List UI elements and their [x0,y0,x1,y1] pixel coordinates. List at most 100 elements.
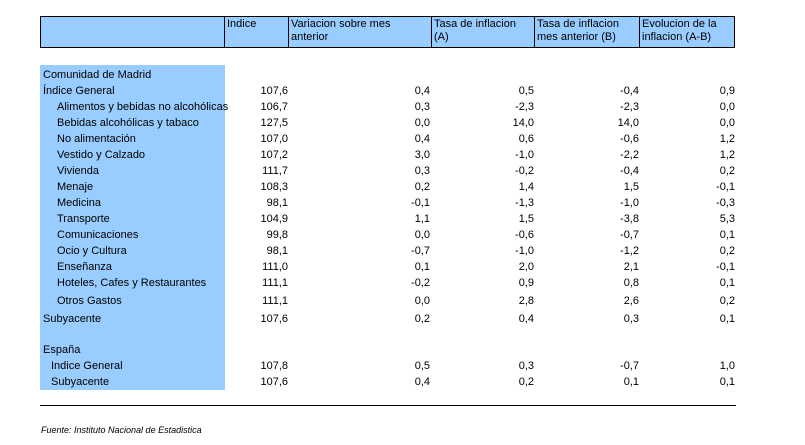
section-title-madrid-label: Comunidad de Madrid [43,69,152,81]
row-label: Indice General [51,360,123,372]
cell-v4: 14,0 [617,117,639,129]
cell-v3: 14,0 [512,117,534,129]
cell-v5: 0,2 [719,245,735,257]
row-label: Bebidas alcohólicas y tabaco [57,117,199,129]
cell-v5: 0,1 [719,229,735,241]
table-row: Transporte 104,9 1,1 1,5 -3,8 5,3 [40,211,740,227]
label-column-highlight [40,65,225,390]
table-row: Medicina 98,1 -0,1 -1,3 -1,0 -0,3 [40,195,740,211]
header-col-tasa-a: Tasa de inflacion (A) [431,17,534,47]
cell-v4: 0,3 [623,313,639,325]
cell-v4: -2,2 [620,149,639,161]
cell-v1: 99,8 [266,229,288,241]
cell-v2: 0,5 [414,360,430,372]
cell-v2: 0,4 [414,85,430,97]
cell-v4: -0,4 [620,85,639,97]
cell-v5: 5,3 [719,213,735,225]
cell-v2: -0,1 [411,197,430,209]
cell-v5: -0,3 [716,197,735,209]
cell-v2: 0,3 [414,165,430,177]
header-col-evolucion: Evolucion de la inflacion (A-B) [639,17,736,47]
cell-v4: -0,7 [620,229,639,241]
row-label: Enseñanza [57,261,113,273]
header-col-label [41,17,224,47]
cell-v1: 108,3 [260,181,288,193]
section-title-madrid: Comunidad de Madrid [40,67,740,83]
row-label: Vivienda [57,165,99,177]
table-row: Alimentos y bebidas no alcohólicas 106,7 0… [40,99,740,115]
row-label: Transporte [57,213,110,225]
cell-v2: 0,4 [414,376,430,388]
cell-v5: 0,1 [719,313,735,325]
table-row: Comunicaciones 99,8 0,0 -0,6 -0,7 0,1 [40,227,740,243]
table-row: Vivienda 111,7 0,3 -0,2 -0,4 0,2 [40,163,740,179]
cell-v2: 0,4 [414,133,430,145]
row-label: Índice General [43,85,115,97]
cell-v4: -1,2 [620,245,639,257]
table-bottom-rule [40,405,736,406]
cell-v1: 107,6 [260,85,288,97]
cell-v1: 107,6 [260,376,288,388]
cell-v2: -0,7 [411,245,430,257]
cell-v1: 107,6 [260,313,288,325]
cell-v3: 1,4 [518,181,534,193]
cell-v4: 0,8 [623,277,639,289]
cell-v5: 0,2 [719,165,735,177]
cell-v5: -0,1 [716,181,735,193]
cell-v3: 2,8 [518,295,534,307]
header-col-variacion: Variacion sobre mes anterior [288,17,431,47]
table-row: Hoteles, Cafes y Restaurantes 111,1 -0,2 0,… [40,275,740,291]
row-label: Alimentos y bebidas no alcohólicas [57,101,229,113]
cell-v2: 1,1 [414,213,430,225]
table-row: Enseñanza 111,0 0,1 2,0 2,1 -0,1 [40,259,740,275]
row-label: Vestido y Calzado [57,149,146,161]
cell-v5: 0,2 [719,295,735,307]
table-row: Otros Gastos 111,1 0,0 2,8 2,6 0,2 [40,293,740,309]
header-col-indice: Indice [224,17,288,47]
cell-v3: 0,2 [518,376,534,388]
cell-v1: 107,8 [260,360,288,372]
row-label: Otros Gastos [57,295,122,307]
table-row: Índice General 107,6 0,4 0,5 -0,4 0,9 [40,83,740,99]
cell-v5: 0,1 [719,376,735,388]
cell-v3: -0,2 [515,165,534,177]
cell-v2: 3,0 [414,149,430,161]
cell-v4: -1,0 [620,197,639,209]
cell-v1: 98,1 [266,197,288,209]
cell-v5: 1,0 [719,360,735,372]
table-row: Bebidas alcohólicas y tabaco 127,5 0,0 14,0… [40,115,740,131]
cell-v3: 1,5 [518,213,534,225]
table-row: Menaje 108,3 0,2 1,4 1,5 -0,1 [40,179,740,195]
row-label: Medicina [57,197,102,209]
section-title-spain: España [40,342,740,358]
cell-v3: 0,9 [518,277,534,289]
cell-v1: 98,1 [266,245,288,257]
cell-v1: 111,1 [262,277,288,289]
row-label: Hoteles, Cafes y Restaurantes [57,277,207,289]
cell-v1: 127,5 [260,117,288,129]
cell-v4: -0,7 [620,360,639,372]
cell-v2: 0,2 [414,313,430,325]
table-row: Vestido y Calzado 107,2 3,0 -1,0 -2,2 1,2 [40,147,740,163]
cell-v3: 0,6 [518,133,534,145]
row-label: Subyacente [43,313,102,325]
cell-v1: 104,9 [260,213,288,225]
cell-v2: 0,0 [414,117,430,129]
table-header: Indice Variacion sobre mes anterior Tasa… [40,16,735,48]
row-label: Ocio y Cultura [57,245,127,257]
cell-v5: 1,2 [719,133,735,145]
header-col-tasa-b: Tasa de inflacion mes anterior (B) [534,17,639,47]
cell-v3: 0,3 [518,360,534,372]
cell-v3: -1,0 [515,245,534,257]
cell-v3: 2,0 [518,261,534,273]
cell-v1: 107,0 [260,133,288,145]
cell-v3: -0,6 [515,229,534,241]
cell-v1: 107,2 [260,149,288,161]
cell-v5: 1,2 [719,149,735,161]
cell-v2: 0,0 [414,229,430,241]
table-row: Indice General 107,8 0,5 0,3 -0,7 1,0 [40,358,740,374]
cell-v1: 111,1 [262,295,288,307]
cell-v4: 1,5 [623,181,639,193]
cell-v4: 2,1 [623,261,639,273]
table-row: Subyacente 107,6 0,2 0,4 0,3 0,1 [40,311,740,327]
